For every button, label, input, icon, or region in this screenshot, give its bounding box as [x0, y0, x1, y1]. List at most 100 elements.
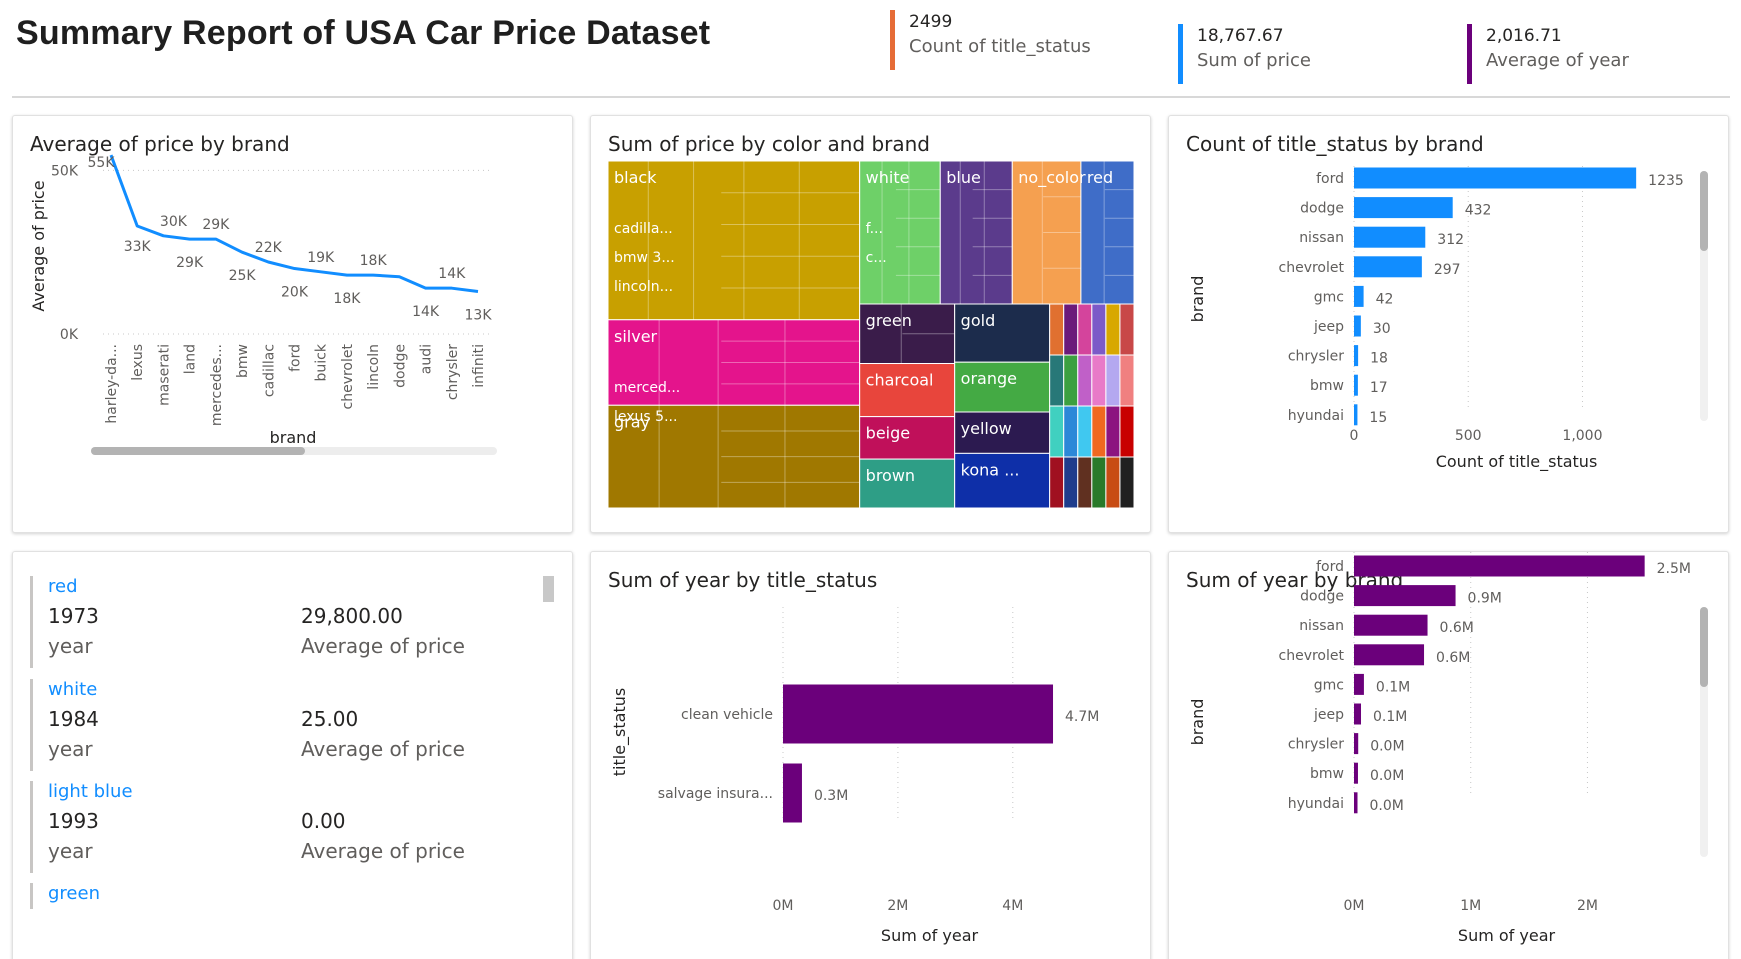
- multirow-item[interactable]: light blue 1993 year 0.00 Average of pri…: [30, 781, 550, 873]
- treemap-tile: [1049, 456, 1065, 509]
- treemap-tile: [859, 303, 956, 365]
- y-axis-title: brand: [1188, 699, 1207, 746]
- treemap-label: blue: [946, 168, 981, 187]
- kpi-card-count-title-status[interactable]: 2499 Count of title_status: [890, 10, 1091, 70]
- multirow-color: red: [48, 576, 78, 597]
- x-tick-label: 0M: [1344, 898, 1365, 914]
- data-label: 0.6M: [1436, 650, 1470, 666]
- bar: [1354, 673, 1364, 695]
- average-price-by-brand-card[interactable]: Average of price by brand 0K 50K 55K 33K 30K…: [12, 115, 573, 533]
- treemap-label: red: [1087, 168, 1113, 187]
- treemap-tile: [1091, 354, 1107, 407]
- multirow-color: white: [48, 679, 98, 700]
- bar: [1354, 404, 1358, 426]
- x-tick-label: maserati: [156, 344, 172, 406]
- bar-chart-svg: 0M 1M 2M ford 2.5M dodge 0.9M nissan 0.6M chevrol…: [1188, 552, 1708, 945]
- header-divider: [12, 96, 1730, 98]
- data-label: 0.9M: [1468, 591, 1502, 607]
- x-axis-title: brand: [270, 428, 317, 447]
- kpi-card-sum-price[interactable]: 18,767.67 Sum of price: [1178, 24, 1311, 84]
- bar: [1354, 345, 1359, 367]
- series-line: [109, 154, 479, 293]
- treemap-tile: [1105, 354, 1121, 407]
- sum-year-by-title-status-card[interactable]: Sum of year by title_status 0M 2M 4M clean …: [590, 551, 1151, 959]
- treemap-tile: [1011, 160, 1082, 305]
- color-multirow-card[interactable]: red 1973 year 29,800.00 Average of price…: [12, 551, 573, 959]
- x-scrollbar-thumb: [91, 447, 305, 455]
- treemap-label: white: [866, 168, 910, 187]
- data-label: 0.0M: [1370, 739, 1404, 755]
- treemap-sub-label: c...: [866, 250, 887, 266]
- multirow-price-value: 0.00: [301, 809, 346, 833]
- data-label: 4.7M: [1065, 709, 1099, 725]
- y-tick-label: hyundai: [1288, 796, 1344, 812]
- y-tick-label: bmw: [1310, 766, 1344, 782]
- treemap-tile: [1049, 405, 1065, 458]
- multirow-price-value: 29,800.00: [301, 604, 403, 628]
- data-label: 2.5M: [1657, 561, 1691, 577]
- bar: [1354, 226, 1426, 248]
- y-axis-title: brand: [1188, 276, 1207, 323]
- x-axis-title: Sum of year: [1458, 926, 1556, 945]
- data-label: 0.0M: [1370, 768, 1404, 784]
- sum-year-by-brand-card[interactable]: Sum of year by brand 0M 1M 2M ford 2.5M dodge…: [1168, 551, 1729, 959]
- x-tick-label: land: [183, 344, 199, 374]
- kpi-value: 2,016.71: [1486, 26, 1562, 46]
- y-scrollbar-thumb: [1700, 171, 1708, 251]
- multirow-item[interactable]: red 1973 year 29,800.00 Average of price: [30, 576, 550, 668]
- y-tick-label: nissan: [1299, 230, 1344, 246]
- bar: [1354, 374, 1358, 396]
- data-label: 14K: [438, 266, 466, 282]
- multirow-item[interactable]: green: [30, 883, 550, 909]
- data-label: 20K: [281, 285, 309, 301]
- multirow-color: green: [48, 883, 100, 904]
- multirow-year-label: year: [48, 634, 93, 658]
- chart-title: Sum of year by title_status: [608, 568, 878, 592]
- treemap-tile: [954, 452, 1051, 509]
- treemap-tile: [1077, 405, 1093, 458]
- y-tick-label: bmw: [1310, 378, 1344, 394]
- treemap-tile: [607, 404, 861, 509]
- x-tick-label: bmw: [235, 344, 251, 378]
- x-tick-label: 1M: [1460, 898, 1481, 914]
- treemap-tile: [859, 458, 956, 509]
- data-label: 25K: [229, 268, 257, 284]
- treemap-label: kona ...: [961, 460, 1020, 479]
- count-title-status-by-brand-card[interactable]: Count of title_status by brand 0 500 1,000…: [1168, 115, 1729, 533]
- bar: [783, 763, 802, 823]
- treemap-svg: black cadilla... bmw 3... lincoln... white f.…: [607, 160, 1135, 509]
- treemap-tile: [1091, 405, 1107, 458]
- y-tick-label: salvage insura...: [658, 786, 773, 802]
- x-tick-label: 2M: [887, 898, 908, 914]
- treemap-tile: [607, 319, 861, 406]
- data-label: 0.1M: [1373, 709, 1407, 725]
- x-tick-label: chrysler: [445, 344, 461, 400]
- bar: [1354, 285, 1364, 307]
- multirow-item[interactable]: white 1984 year 25.00 Average of price: [30, 679, 550, 771]
- bar-chart-svg: 0 500 1,000 ford 1235 dodge 432 nissan 312 chevro…: [1188, 166, 1708, 472]
- y-tick-label: gmc: [1314, 289, 1344, 305]
- treemap-tile: [859, 416, 956, 460]
- treemap-tile: [607, 160, 861, 321]
- y-tick-label: dodge: [1300, 589, 1344, 605]
- kpi-label: Average of year: [1486, 50, 1629, 71]
- chart-title: Sum of price by color and brand: [608, 132, 931, 156]
- x-tick-label: mercedes...: [209, 344, 225, 426]
- y-tick-label: jeep: [1313, 319, 1344, 335]
- x-tick-label: 500: [1455, 428, 1482, 444]
- kpi-label: Sum of price: [1197, 50, 1311, 71]
- price-by-color-brand-card[interactable]: Sum of price by color and brand black cad…: [590, 115, 1151, 533]
- multirow-scrollbar[interactable]: [543, 576, 554, 602]
- x-tick-label: 2M: [1577, 898, 1598, 914]
- treemap-tile: [1119, 405, 1135, 458]
- treemap-tile: [859, 363, 956, 418]
- y-axis-title: Average of price: [29, 180, 48, 311]
- treemap-tile: [954, 411, 1051, 454]
- page-title: Summary Report of USA Car Price Dataset: [16, 14, 711, 52]
- kpi-card-average-year[interactable]: 2,016.71 Average of year: [1467, 24, 1629, 84]
- y-tick-label: jeep: [1313, 707, 1344, 723]
- data-label: 30K: [160, 214, 188, 230]
- multirow-price-value: 25.00: [301, 707, 359, 731]
- treemap-tile: [1119, 354, 1135, 407]
- data-label: 0.6M: [1440, 620, 1474, 636]
